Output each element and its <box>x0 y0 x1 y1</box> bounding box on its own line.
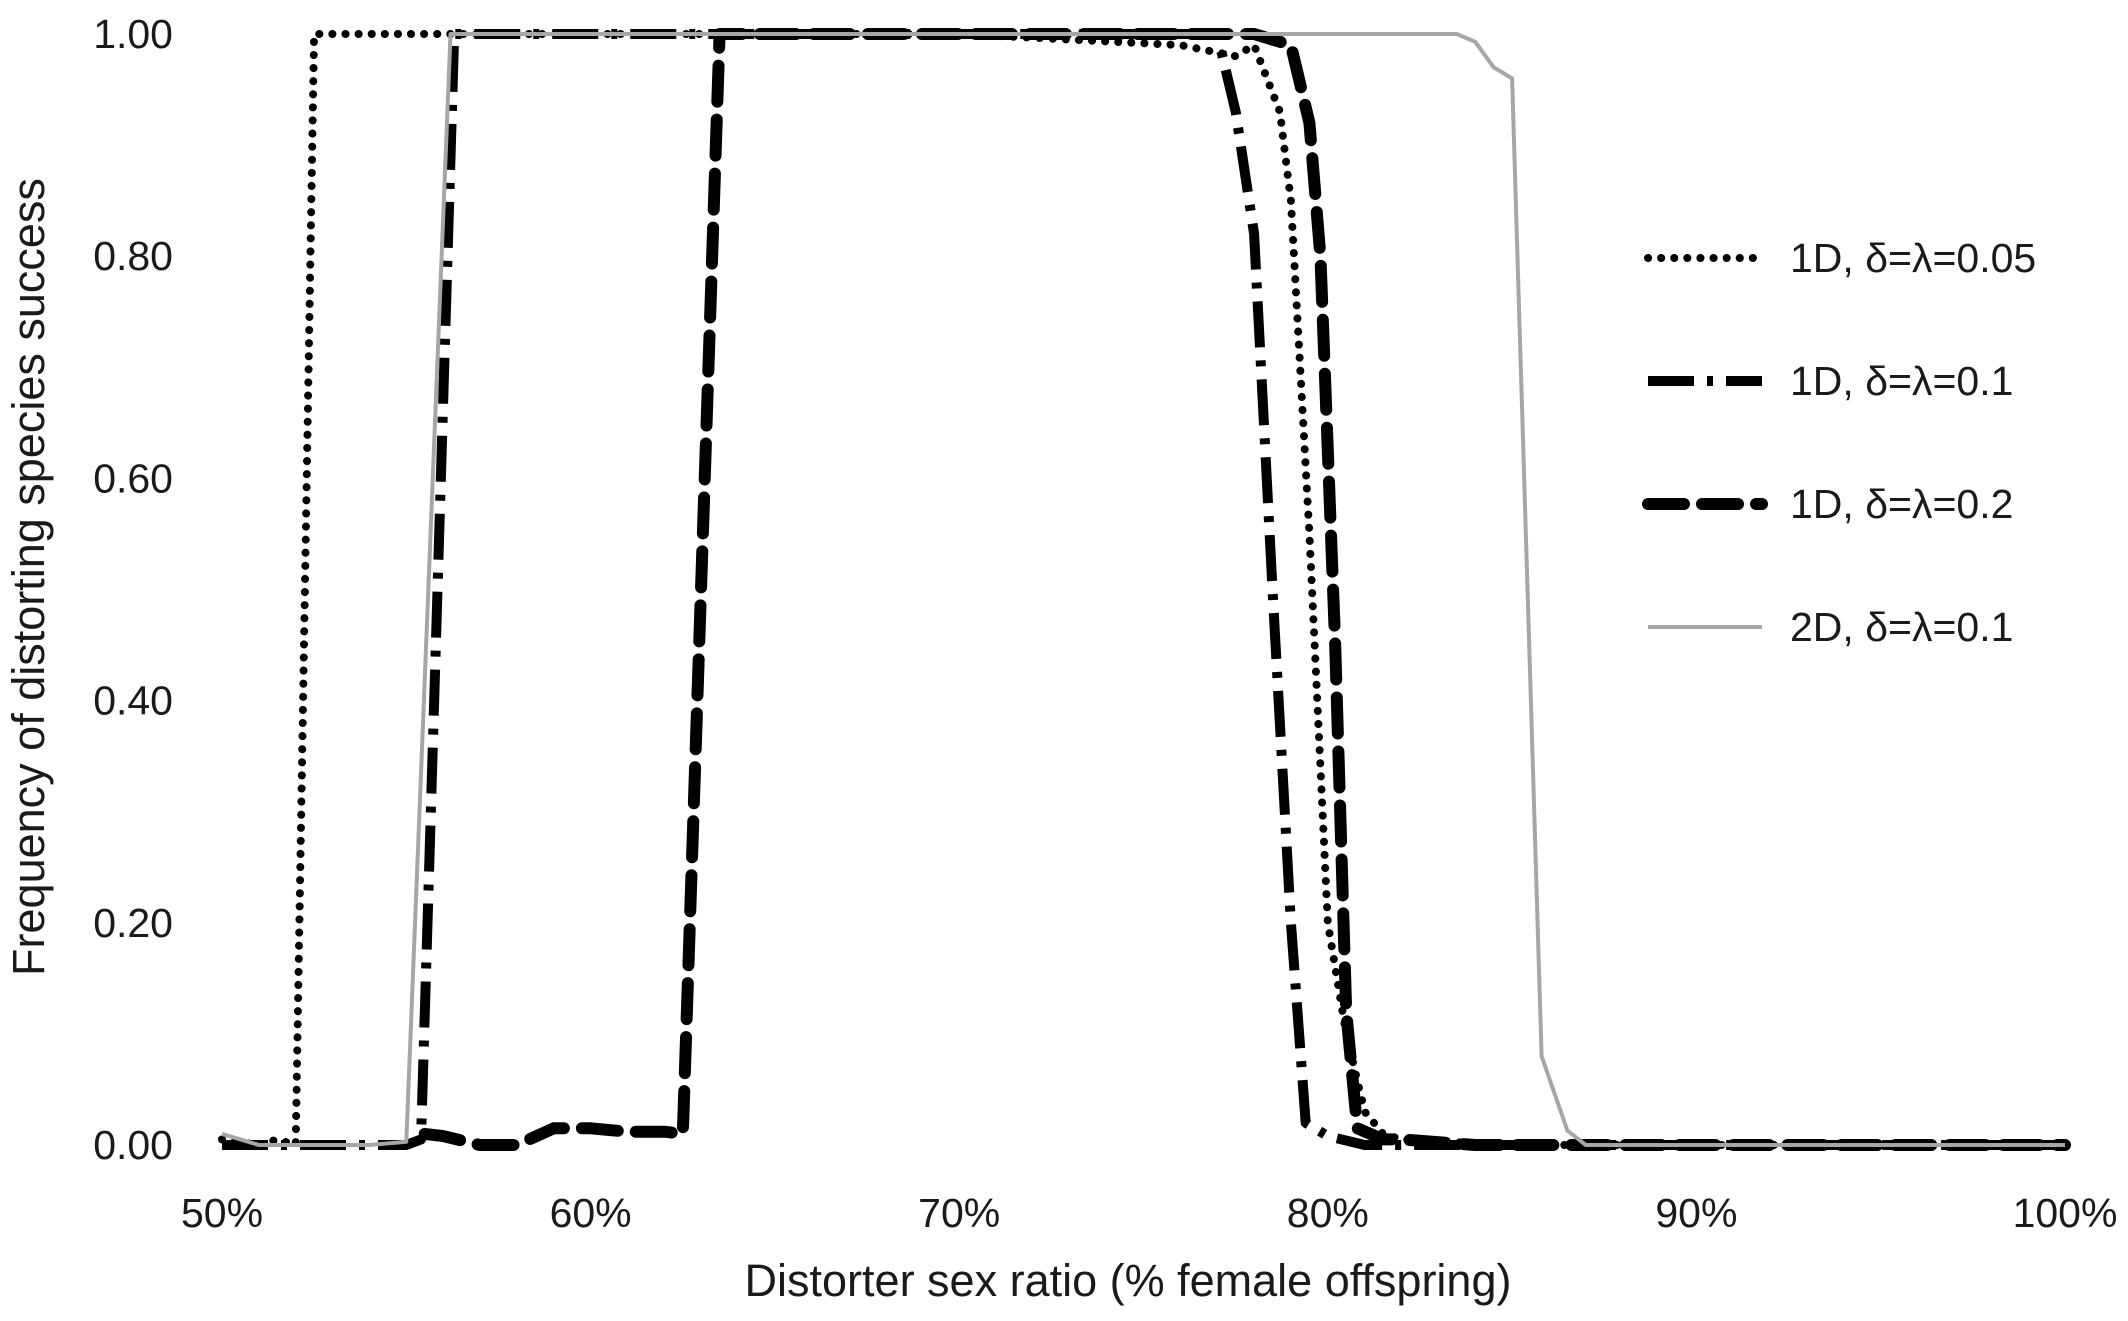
x-tick-label: 100% <box>2013 1190 2118 1236</box>
y-tick-label: 0.60 <box>93 455 173 501</box>
series-line-1 <box>218 30 2069 1149</box>
y-tick-label: 0.20 <box>93 900 173 946</box>
x-axis-ticks: 50% 60% 70% 80% 90% 100% <box>181 1190 2117 1236</box>
x-tick-label: 80% <box>1287 1190 1369 1236</box>
legend-label-4: 2D, δ=λ=0.1 <box>1790 604 2013 650</box>
series-line-3 <box>418 28 2071 1151</box>
legend-label-1: 1D, δ=λ=0.05 <box>1790 235 2036 281</box>
x-tick-label: 90% <box>1655 1190 1737 1236</box>
legend-label-2: 1D, δ=λ=0.1 <box>1790 358 2013 404</box>
series-line-4 <box>221 32 2065 1147</box>
y-tick-label: 1.00 <box>93 11 173 57</box>
y-tick-label: 0.00 <box>93 1122 173 1168</box>
x-tick-label: 60% <box>550 1190 632 1236</box>
series-lines <box>218 28 2071 1151</box>
x-tick-label: 70% <box>918 1190 1000 1236</box>
series-line-2 <box>222 29 2065 1150</box>
x-tick-label: 50% <box>181 1190 263 1236</box>
y-tick-label: 0.80 <box>93 233 173 279</box>
y-axis-ticks: 0.00 0.20 0.40 0.60 0.80 1.00 <box>93 11 173 1168</box>
x-axis-title: Distorter sex ratio (% female offspring) <box>745 1255 1512 1306</box>
legend: 1D, δ=λ=0.05 1D, δ=λ=0.1 1D, δ=λ=0.2 2D, δ=… <box>1642 235 2036 650</box>
y-axis-title: Frequency of distorting species success <box>3 178 54 976</box>
y-tick-label: 0.40 <box>93 678 173 724</box>
legend-label-3: 1D, δ=λ=0.2 <box>1790 481 2013 527</box>
